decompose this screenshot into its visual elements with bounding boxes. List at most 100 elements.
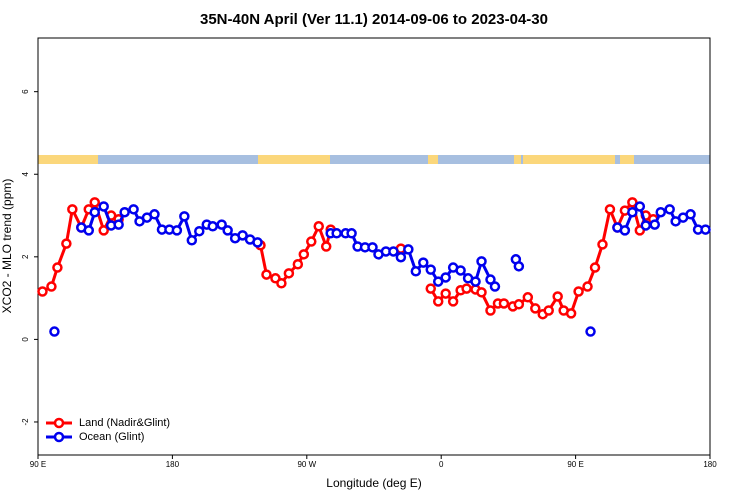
legend-marker bbox=[53, 431, 65, 443]
strip-land bbox=[258, 155, 330, 164]
y-tick-label: 6 bbox=[21, 89, 30, 94]
data-point bbox=[589, 262, 601, 273]
strip-land bbox=[620, 155, 634, 164]
data-point bbox=[604, 204, 616, 215]
data-point bbox=[634, 201, 646, 212]
data-point bbox=[237, 230, 248, 241]
y-tick-label: 0 bbox=[21, 337, 30, 342]
land-ocean-strip bbox=[38, 155, 710, 164]
data-point bbox=[530, 303, 541, 314]
data-point bbox=[461, 283, 472, 294]
data-point bbox=[513, 299, 525, 310]
data-point bbox=[52, 262, 63, 273]
data-point bbox=[649, 219, 660, 230]
x-tick-label: 0 bbox=[439, 460, 444, 469]
data-point bbox=[627, 206, 638, 218]
data-point bbox=[298, 249, 310, 260]
y-tick-label: -2 bbox=[21, 418, 30, 426]
data-point bbox=[619, 225, 631, 236]
data-point bbox=[485, 305, 496, 316]
data-point bbox=[179, 211, 190, 222]
data-point bbox=[276, 277, 287, 289]
x-axis-label: Longitude (deg E) bbox=[326, 476, 421, 490]
data-point bbox=[292, 259, 304, 270]
x-tick-label: 90 E bbox=[567, 460, 583, 469]
data-point bbox=[582, 281, 593, 292]
data-point bbox=[128, 204, 139, 215]
data-point bbox=[476, 256, 487, 267]
data-point bbox=[149, 209, 160, 220]
data-point bbox=[498, 298, 510, 309]
data-point bbox=[432, 296, 444, 307]
chart-title: 35N-40N April (Ver 11.1) 2014-09-06 to 2… bbox=[200, 11, 548, 28]
data-point bbox=[522, 292, 534, 303]
legend-label: Ocean (Glint) bbox=[79, 431, 144, 443]
data-point bbox=[222, 225, 233, 236]
data-point bbox=[470, 276, 481, 287]
x-tick-label: 180 bbox=[703, 460, 717, 469]
data-point bbox=[320, 241, 332, 252]
strip-land bbox=[428, 155, 438, 164]
data-point bbox=[283, 268, 295, 279]
data-point bbox=[403, 244, 414, 255]
data-point bbox=[543, 305, 554, 316]
data-point bbox=[89, 206, 100, 218]
data-point bbox=[306, 236, 317, 247]
legend-label: Land (Nadir&Glint) bbox=[79, 417, 170, 429]
data-point bbox=[98, 225, 109, 236]
data-point bbox=[346, 228, 357, 239]
data-point bbox=[476, 287, 487, 298]
data-point bbox=[171, 225, 183, 236]
data-point bbox=[395, 251, 407, 263]
data-point bbox=[552, 291, 563, 302]
data-point bbox=[49, 326, 60, 337]
data-point bbox=[261, 269, 272, 280]
data-point bbox=[485, 274, 496, 285]
data-point bbox=[655, 206, 666, 218]
data-point bbox=[83, 225, 95, 236]
data-point bbox=[700, 224, 711, 235]
data-point bbox=[685, 209, 696, 220]
y-axis-label: XCO2 - MLO trend (ppm) bbox=[0, 179, 14, 314]
y-tick-label: 4 bbox=[21, 171, 30, 176]
data-point bbox=[440, 272, 451, 283]
x-tick-label: 180 bbox=[166, 460, 180, 469]
data-point bbox=[119, 206, 130, 218]
strip-ocean bbox=[38, 155, 710, 164]
data-point bbox=[489, 281, 501, 292]
data-point bbox=[418, 257, 429, 268]
strip-land bbox=[38, 155, 98, 164]
data-point bbox=[664, 204, 675, 215]
data-point bbox=[388, 246, 399, 257]
data-point bbox=[425, 283, 436, 294]
data-point bbox=[513, 261, 525, 272]
data-point bbox=[194, 225, 205, 237]
data-point bbox=[640, 220, 652, 231]
data-point bbox=[252, 237, 263, 248]
data-point bbox=[585, 326, 596, 337]
data-point bbox=[455, 265, 466, 276]
data-point bbox=[37, 286, 48, 297]
data-point bbox=[410, 266, 422, 277]
data-point bbox=[627, 197, 638, 208]
data-point bbox=[440, 288, 451, 299]
data-point bbox=[432, 276, 444, 287]
x-tick-label: 90 W bbox=[297, 460, 316, 469]
data-point bbox=[313, 221, 324, 232]
data-point bbox=[447, 296, 459, 307]
data-point bbox=[61, 238, 72, 249]
data-point bbox=[597, 239, 608, 250]
plot-frame bbox=[37, 37, 711, 456]
data-point bbox=[565, 308, 577, 319]
data-point bbox=[98, 201, 109, 212]
strip-land bbox=[523, 155, 615, 164]
y-tick-label: 2 bbox=[21, 254, 30, 259]
data-point bbox=[573, 286, 584, 297]
data-point bbox=[207, 221, 218, 232]
data-point bbox=[216, 219, 227, 230]
data-point bbox=[113, 219, 124, 230]
data-point bbox=[425, 264, 436, 275]
data-point bbox=[89, 197, 100, 208]
data-point bbox=[67, 204, 78, 215]
